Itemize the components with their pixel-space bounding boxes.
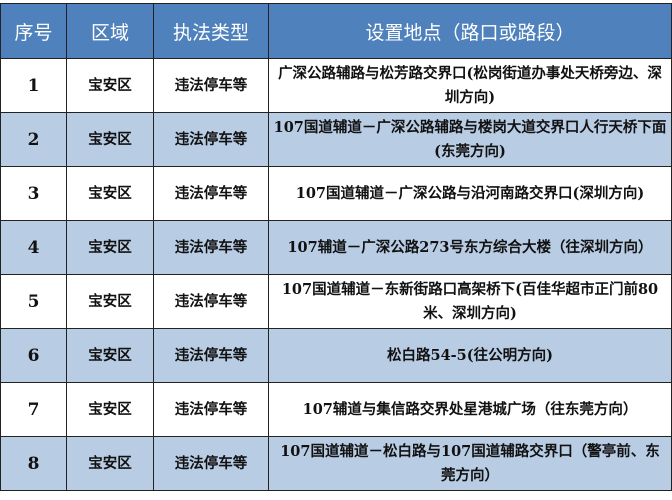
header-row: 序号 区域 执法类型 设置地点（路口或路段） (0, 3, 672, 59)
cell-location: 广深公路辅路与松芳路交界口(松岗街道办事处天桥旁边、深圳方向) (268, 58, 672, 113)
table-row: 5 宝安区 违法停车等 107国道辅道－东新街路口高架桥下(百佳华超市正门前80米、深… (0, 274, 672, 329)
header-type: 执法类型 (153, 3, 269, 59)
cell-location: 107国道辅道－东新街路口高架桥下(百佳华超市正门前80米、深圳方向) (268, 274, 672, 329)
cell-type: 违法停车等 (153, 274, 269, 329)
table-row: 2 宝安区 违法停车等 107国道辅道－广深公路辅路与楼岗大道交界口人行天桥下面(东莞… (0, 112, 672, 167)
header-location: 设置地点（路口或路段） (268, 3, 672, 59)
cell-area: 宝安区 (66, 112, 154, 167)
cell-type: 违法停车等 (153, 328, 269, 383)
cell-area: 宝安区 (66, 382, 154, 437)
cell-type: 违法停车等 (153, 58, 269, 113)
cell-area: 宝安区 (66, 166, 154, 221)
table-row: 8 宝安区 违法停车等 107国道辅道－松白路与107国道辅路交界口（警亭前、东莞方向… (0, 436, 672, 491)
cell-area: 宝安区 (66, 220, 154, 275)
cell-no: 6 (0, 328, 67, 383)
cell-no: 3 (0, 166, 67, 221)
cell-location: 107国道辅道－广深公路辅路与楼岗大道交界口人行天桥下面(东莞方向) (268, 112, 672, 167)
cell-type: 违法停车等 (153, 382, 269, 437)
header-area: 区域 (66, 3, 154, 59)
cell-no: 7 (0, 382, 67, 437)
cell-area: 宝安区 (66, 328, 154, 383)
cell-area: 宝安区 (66, 58, 154, 113)
cell-location: 107辅道与集信路交界处星港城广场（往东莞方向） (268, 382, 672, 437)
table-row: 6 宝安区 违法停车等 松白路54-5(往公明方向) (0, 328, 672, 383)
cell-location: 107国道辅道－广深公路与沿河南路交界口(深圳方向) (268, 166, 672, 221)
cell-type: 违法停车等 (153, 436, 269, 491)
cell-location: 107国道辅道－松白路与107国道辅路交界口（警亭前、东莞方向） (268, 436, 672, 491)
cell-no: 2 (0, 112, 67, 167)
cell-type: 违法停车等 (153, 112, 269, 167)
cell-location: 107辅道－广深公路273号东方综合大楼（往深圳方向） (268, 220, 672, 275)
cell-location: 松白路54-5(往公明方向) (268, 328, 672, 383)
header-no: 序号 (0, 3, 67, 59)
cell-type: 违法停车等 (153, 220, 269, 275)
table-row: 1 宝安区 违法停车等 广深公路辅路与松芳路交界口(松岗街道办事处天桥旁边、深圳方向) (0, 58, 672, 113)
cell-area: 宝安区 (66, 436, 154, 491)
cell-no: 4 (0, 220, 67, 275)
table-row: 4 宝安区 违法停车等 107辅道－广深公路273号东方综合大楼（往深圳方向） (0, 220, 672, 275)
cell-no: 5 (0, 274, 67, 329)
enforcement-locations-table: 序号 区域 执法类型 设置地点（路口或路段） 1 宝安区 违法停车等 广深公路辅路与松… (0, 3, 672, 491)
cell-type: 违法停车等 (153, 166, 269, 221)
cell-no: 8 (0, 436, 67, 491)
table-row: 3 宝安区 违法停车等 107国道辅道－广深公路与沿河南路交界口(深圳方向) (0, 166, 672, 221)
cell-no: 1 (0, 58, 67, 113)
cell-area: 宝安区 (66, 274, 154, 329)
table-row: 7 宝安区 违法停车等 107辅道与集信路交界处星港城广场（往东莞方向） (0, 382, 672, 437)
